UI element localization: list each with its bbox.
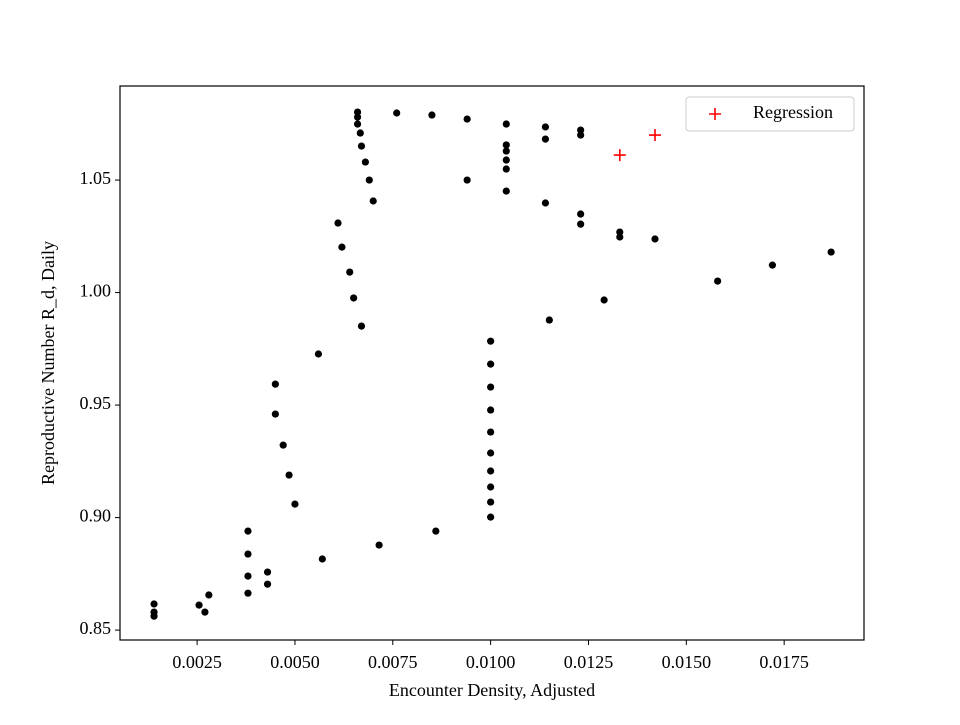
y-tick-label: 1.05 <box>80 168 112 188</box>
scatter-point <box>577 220 585 228</box>
scatter-point <box>487 428 495 436</box>
scatter-point <box>487 498 495 506</box>
scatter-point <box>487 383 495 391</box>
scatter-point <box>350 294 358 302</box>
scatter-point <box>541 135 550 143</box>
scatter-point <box>365 176 373 184</box>
plus-marker <box>613 149 626 162</box>
scatter-point <box>714 277 722 285</box>
scatter-point <box>502 187 510 195</box>
scatter-point <box>487 337 495 345</box>
scatter-point <box>201 608 209 616</box>
y-tick-label: 0.85 <box>80 618 112 638</box>
plus-marker <box>649 129 662 142</box>
scatter-point <box>291 500 299 508</box>
scatter-point <box>616 233 624 241</box>
scatter-point <box>369 197 377 205</box>
scatter-point <box>314 350 323 358</box>
scatter-point <box>244 550 252 558</box>
x-tick-label: 0.0050 <box>270 652 320 672</box>
scatter-point <box>244 589 252 597</box>
plot-frame <box>119 85 865 641</box>
y-axis-label: Reproductive Number R_d, Daily <box>38 241 58 485</box>
x-tick-label: 0.0125 <box>564 652 614 672</box>
scatter-point <box>577 210 585 218</box>
y-tick-label: 0.95 <box>80 393 112 413</box>
scatter-point <box>502 165 510 173</box>
scatter-point <box>279 441 287 449</box>
scatter-point <box>353 113 362 121</box>
scatter-point <box>541 123 550 131</box>
scatter-point <box>271 380 279 388</box>
scatter-point <box>244 527 252 535</box>
scatter-point <box>150 600 158 608</box>
scatter-point <box>353 120 362 128</box>
scatter-point <box>768 261 777 269</box>
scatter-point <box>356 129 364 137</box>
scatter-point <box>502 147 510 155</box>
scatter-point <box>487 449 495 457</box>
scatter-point <box>361 158 369 166</box>
scatter-point <box>375 541 383 549</box>
scatter-point <box>487 513 495 521</box>
scatter-point <box>428 111 436 119</box>
scatter-point <box>600 296 608 304</box>
scatter-point <box>463 115 471 123</box>
legend-box <box>685 96 855 132</box>
scatter-point <box>502 120 510 128</box>
scatter-point <box>487 467 495 475</box>
scatter-point <box>541 199 550 207</box>
scatter-point <box>487 406 495 414</box>
x-tick-label: 0.0150 <box>662 652 712 672</box>
x-axis-label: Encounter Density, Adjusted <box>389 680 595 700</box>
scatter-point <box>205 591 213 599</box>
scatter-point <box>285 471 293 479</box>
scatter-point <box>271 410 279 418</box>
scatter-point <box>318 555 326 563</box>
scatter-point <box>616 228 624 236</box>
scatter-point <box>357 142 366 150</box>
scatter-point <box>545 316 553 324</box>
scatter-point <box>502 156 510 164</box>
scatter-point <box>334 219 342 227</box>
scatter-point <box>577 126 585 134</box>
scatter-point <box>244 572 252 580</box>
scatter-point <box>338 243 346 251</box>
scatter-point <box>651 235 659 243</box>
scatter-point <box>263 568 272 576</box>
scatter-point <box>827 248 835 256</box>
scatter-point <box>577 131 585 139</box>
x-tick-label: 0.0025 <box>172 652 222 672</box>
scatter-point <box>432 527 440 535</box>
scatter-point <box>487 360 495 368</box>
scatter-point <box>150 612 158 620</box>
scatter-point <box>487 483 495 491</box>
scatter-point <box>463 176 471 184</box>
legend-label: Regression <box>753 102 833 122</box>
x-tick-label: 0.0175 <box>759 652 809 672</box>
scatter-point <box>195 601 203 609</box>
scatter-point <box>263 580 272 588</box>
scatter-point <box>502 141 510 149</box>
scatter-point <box>346 268 354 276</box>
y-tick-label: 0.90 <box>80 506 112 526</box>
scatter-point <box>353 108 362 116</box>
legend-marker <box>709 108 721 120</box>
x-tick-label: 0.0075 <box>368 652 418 672</box>
scatter-point <box>357 322 366 330</box>
y-tick-label: 1.00 <box>80 281 112 301</box>
scatter-point <box>393 109 401 117</box>
x-tick-label: 0.0100 <box>466 652 516 672</box>
